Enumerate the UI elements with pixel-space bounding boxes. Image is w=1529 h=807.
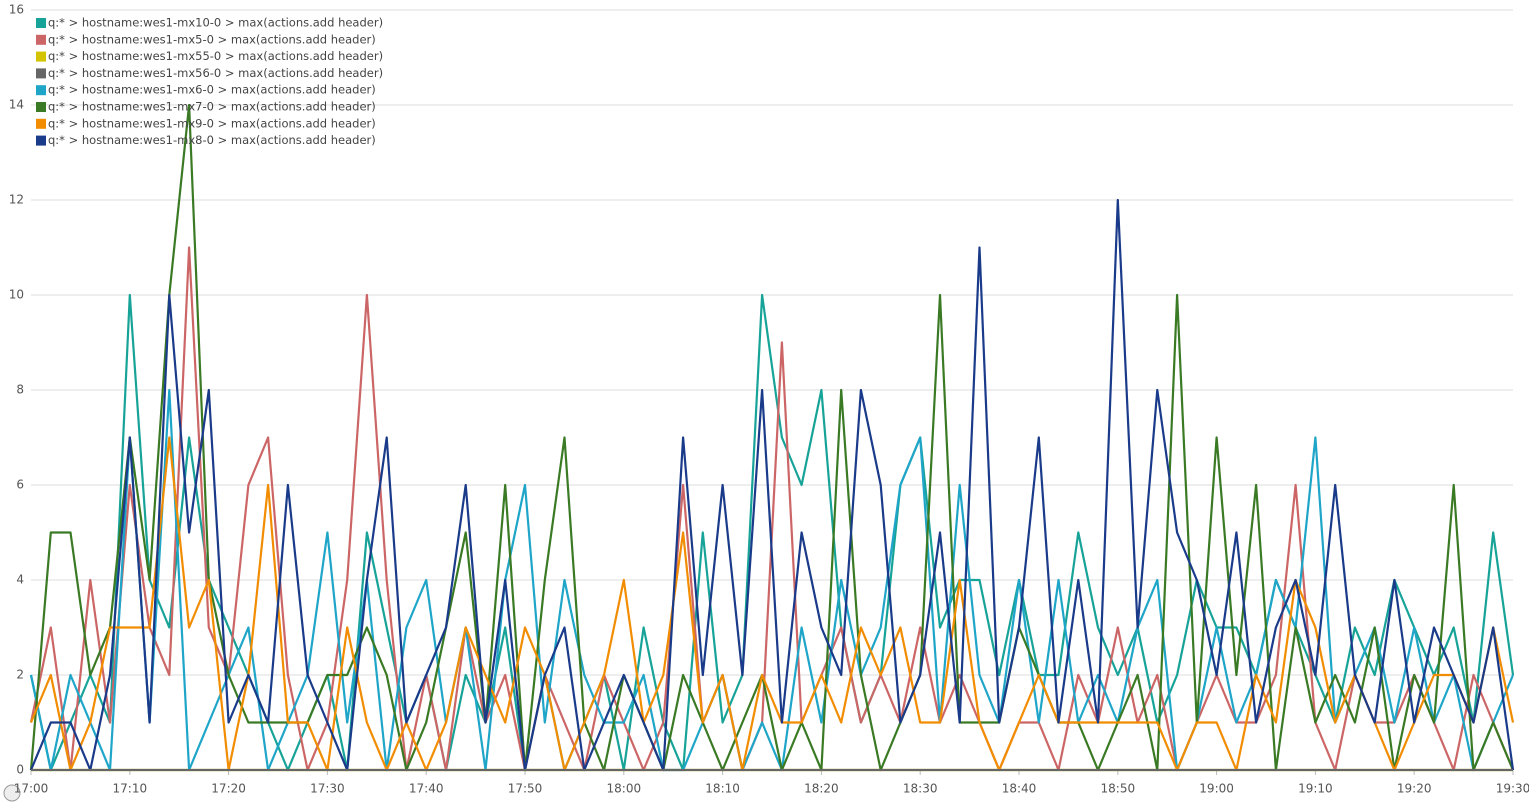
legend-text: q:* > hostname:wes1-mx6-0 > max(actions.…	[48, 83, 376, 97]
x-tick-label: 17:50	[508, 782, 543, 796]
series-line	[29, 103, 1515, 772]
y-tick-label: 6	[16, 478, 24, 492]
x-tick-label: 19:10	[1298, 782, 1333, 796]
x-tick-label: 19:20	[1397, 782, 1432, 796]
legend-text: q:* > hostname:wes1-mx9-0 > max(actions.…	[48, 116, 376, 130]
legend-swatch	[36, 34, 46, 45]
y-tick-label: 10	[9, 288, 24, 302]
series-line	[29, 246, 1515, 772]
legend-swatch	[36, 118, 46, 129]
y-tick-label: 4	[16, 573, 24, 587]
legend-swatch	[36, 51, 46, 62]
legend-swatch	[36, 102, 46, 112]
series-line	[29, 198, 1515, 772]
x-tick-label: 19:00	[1199, 782, 1234, 796]
x-tick-label: 17:40	[409, 782, 444, 796]
scroll-handle[interactable]	[3, 784, 21, 802]
x-tick-label: 17:30	[310, 782, 345, 796]
x-tick-label: 18:00	[607, 782, 642, 796]
x-tick-label: 18:20	[804, 782, 839, 796]
y-tick-label: 16	[9, 3, 24, 17]
legend-swatch	[36, 68, 46, 79]
y-tick-label: 0	[16, 763, 24, 777]
x-tick-label: 19:30	[1496, 782, 1529, 796]
x-tick-label: 17:10	[113, 782, 148, 796]
legend-text: q:* > hostname:wes1-mx8-0 > max(actions.…	[48, 133, 376, 147]
y-tick-label: 8	[16, 383, 24, 397]
x-tick-label: 17:00	[14, 782, 49, 796]
legend-text: q:* > hostname:wes1-mx55-0 > max(actions…	[48, 49, 383, 63]
y-tick-label: 2	[16, 668, 24, 682]
legend-text: q:* > hostname:wes1-mx5-0 > max(actions.…	[48, 32, 376, 46]
legend-text: q:* > hostname:wes1-mx7-0 > max(actions.…	[48, 100, 376, 114]
x-tick-label: 18:50	[1101, 782, 1136, 796]
y-tick-label: 14	[9, 98, 24, 112]
legend-swatch	[36, 135, 46, 146]
legend-swatch	[36, 85, 46, 96]
x-tick-label: 18:10	[705, 782, 740, 796]
legend-text: q:* > hostname:wes1-mx56-0 > max(actions…	[48, 66, 383, 80]
legend-swatch	[36, 18, 46, 28]
x-tick-label: 18:30	[903, 782, 938, 796]
legend: q:* > hostname:wes1-mx10-0 > max(actions…	[36, 16, 383, 147]
legend-text: q:* > hostname:wes1-mx10-0 > max(actions…	[48, 16, 383, 30]
y-tick-label: 12	[9, 193, 24, 207]
x-tick-label: 17:20	[211, 782, 246, 796]
x-tick-label: 18:40	[1002, 782, 1037, 796]
